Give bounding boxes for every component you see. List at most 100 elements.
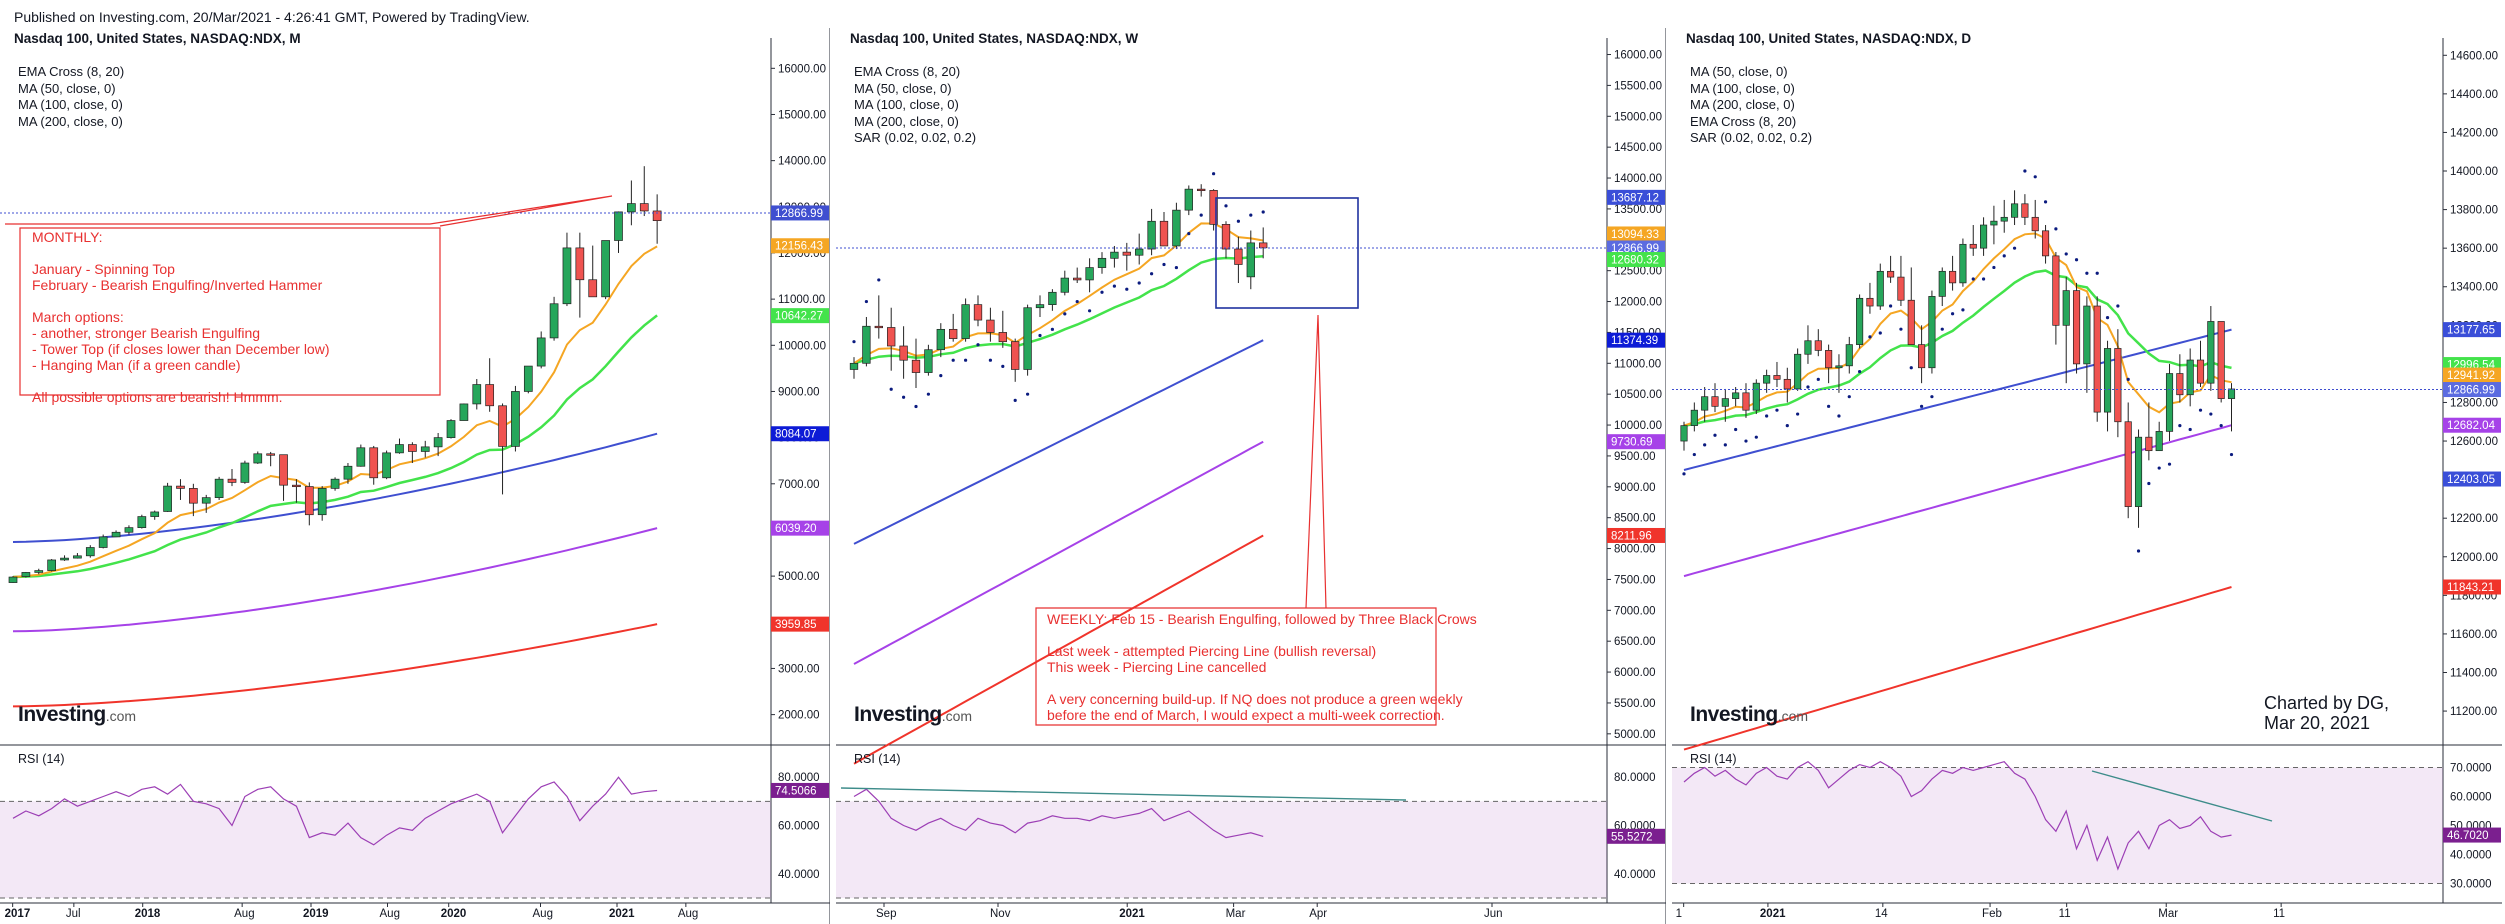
price-tag-label: 11374.39: [1611, 335, 1658, 347]
candle-body: [887, 327, 896, 347]
candle-body: [73, 555, 82, 559]
candle-body: [1825, 350, 1833, 369]
rsi-label[interactable]: RSI (14): [18, 752, 65, 766]
daily-chart-canvas[interactable]: 11200.0011400.0011600.0011800.0012000.00…: [1672, 28, 2502, 924]
sar-dot: [1981, 277, 1986, 281]
indicator-label[interactable]: MA (50, close, 0): [18, 80, 116, 96]
rsi-value-label: 74.5066: [775, 785, 817, 797]
rsi-label[interactable]: RSI (14): [854, 752, 901, 766]
sar-dot: [988, 358, 992, 362]
rsi-tick-label: 40.0000: [1614, 869, 1656, 881]
candle-body: [2155, 431, 2163, 452]
rsi-tick-label: 30.0000: [2450, 879, 2492, 891]
candle-body: [1035, 304, 1045, 309]
rsi-tick-label: 40.0000: [2450, 850, 2492, 862]
ema8-line: [853, 222, 1264, 365]
candle-body: [874, 325, 883, 329]
indicator-label[interactable]: MA (100, close, 0): [854, 97, 959, 112]
candle-body: [2021, 203, 2029, 218]
candle-body: [1866, 297, 1874, 307]
sar-dot: [2043, 200, 2048, 204]
candle-body: [98, 536, 108, 548]
weekly-chart-canvas[interactable]: 5000.00 5500.00 6000.00 6500.00 7000.00 7500.…: [836, 28, 1666, 924]
candle-body: [1209, 190, 1218, 225]
indicator-label[interactable]: MA (200, close, 0): [854, 113, 959, 129]
x-tick-label: 2021: [609, 908, 635, 920]
sar-dot: [1940, 327, 1944, 331]
sar-dot: [1785, 424, 1789, 428]
indicator-label[interactable]: MA (100, close, 0): [18, 97, 123, 112]
chart-panel-monthly: 2000.003000.004000.005000.006000.007000.…: [0, 28, 830, 924]
note-box: [1035, 607, 1437, 726]
candle-body: [575, 247, 585, 281]
y-tick-label: 5000.00: [778, 571, 820, 583]
price-tag: [771, 238, 829, 254]
indicator-label[interactable]: MA (50, close, 0): [854, 80, 952, 96]
x-tick-label: Mar: [2158, 908, 2178, 920]
indicator-label[interactable]: SAR (0.02, 0.02, 0.2): [1690, 130, 1813, 145]
y-tick-label: 6000.00: [1614, 667, 1656, 679]
candle-body: [1907, 299, 1915, 345]
sar-dot: [1013, 398, 1017, 402]
sar-dot: [1187, 232, 1191, 236]
x-tick-label: 2017: [5, 908, 31, 920]
sar-dot: [1796, 412, 1800, 416]
candle-body: [1949, 270, 1957, 284]
candle-body: [1990, 220, 1998, 226]
candle-body: [2041, 230, 2050, 257]
candle-body: [369, 447, 379, 479]
candle-body: [1959, 243, 1967, 284]
candle-body: [214, 478, 224, 498]
y-tick-label: 3000.00: [778, 663, 820, 675]
candle-body: [1060, 277, 1069, 293]
price-tag-label: 12866.99: [2447, 385, 2495, 397]
y-tick-label: 13500.00: [1614, 204, 1662, 216]
callout-line: [1305, 314, 1327, 609]
rsi-tick-label: 80.0000: [1614, 772, 1656, 784]
indicator-label[interactable]: EMA Cross (8, 20): [1690, 113, 1797, 129]
candle-body: [485, 384, 495, 407]
candle-body: [961, 304, 970, 339]
candle-body: [627, 203, 636, 213]
candle-body: [562, 247, 572, 305]
candle-body: [1814, 340, 1822, 351]
candle-body: [408, 444, 417, 452]
indicator-label[interactable]: MA (50, close, 0): [1690, 64, 1788, 79]
indicator-label[interactable]: MA (200, close, 0): [18, 113, 123, 129]
indicator-label[interactable]: MA (100, close, 0): [1690, 80, 1795, 96]
y-tick-label: 11600.00: [2450, 629, 2497, 641]
candle-body: [2093, 305, 2101, 413]
candle-body: [21, 572, 31, 577]
y-tick-label: 16000.00: [778, 63, 826, 75]
y-tick-label: 7500.00: [1614, 574, 1656, 586]
candle-body: [2217, 321, 2225, 399]
rsi-value-tag: [2443, 827, 2501, 843]
candle-body: [536, 337, 546, 367]
candle-body: [292, 484, 301, 488]
y-tick-label: 14200.00: [2450, 127, 2498, 139]
sar-dot: [2188, 427, 2192, 432]
candle-body: [420, 446, 430, 452]
candle-body: [1023, 307, 1032, 370]
candle-body: [1804, 340, 1812, 355]
x-tick-label: 2021: [1119, 908, 1145, 920]
price-tag: [1607, 189, 1665, 205]
candle-body: [111, 531, 121, 538]
sar-dot: [1100, 290, 1104, 294]
indicator-label[interactable]: MA (200, close, 0): [1690, 97, 1795, 112]
sar-dot: [1734, 427, 1738, 432]
candle-body: [949, 328, 958, 339]
ema20-line: [1683, 269, 2232, 427]
price-tag-label: 12866.99: [775, 208, 823, 220]
sar-dot: [1199, 213, 1203, 217]
candle-body: [911, 359, 921, 373]
monthly-chart-canvas[interactable]: 2000.003000.004000.005000.006000.007000.…: [0, 28, 830, 924]
indicator-label[interactable]: EMA Cross (8, 20): [18, 64, 125, 79]
chart-panel-daily: 11200.00 11400.00 11600.00 11800.00 12000.00…: [1672, 28, 2502, 924]
rsi-line: [1683, 760, 2232, 871]
indicator-label[interactable]: EMA Cross (8, 20): [854, 64, 961, 79]
sar-dot: [852, 340, 856, 344]
sar-dot: [1765, 414, 1769, 418]
rsi-label[interactable]: RSI (14): [1690, 752, 1737, 766]
indicator-label[interactable]: SAR (0.02, 0.02, 0.2): [854, 130, 977, 145]
